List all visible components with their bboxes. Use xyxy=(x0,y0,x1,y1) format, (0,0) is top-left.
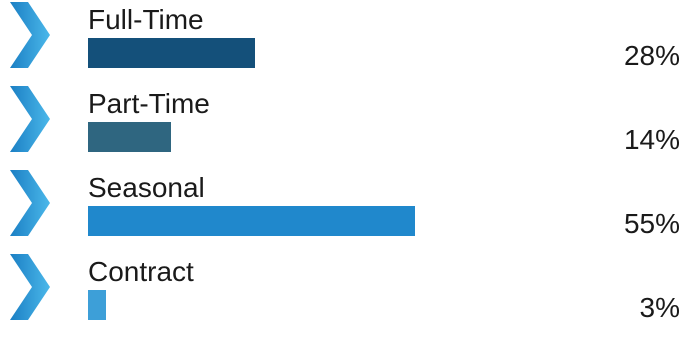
value-label: 3% xyxy=(639,292,680,323)
value-label: 55% xyxy=(623,208,680,239)
category-label: Seasonal xyxy=(88,172,205,203)
bar-part-time xyxy=(88,122,171,152)
chevron-right-icon xyxy=(10,170,50,236)
value-label: 28% xyxy=(623,40,680,71)
chevron-right-icon xyxy=(10,86,50,152)
bar-seasonal xyxy=(88,206,415,236)
category-label: Contract xyxy=(88,256,194,287)
value-label: 14% xyxy=(623,124,680,155)
bar-full-time xyxy=(88,38,255,68)
category-label: Part-Time xyxy=(88,88,210,119)
bar-row: Seasonal 55% xyxy=(0,170,684,253)
bar-row: Contract 3% xyxy=(0,254,684,337)
bar-row: Part-Time 14% xyxy=(0,86,684,169)
chevron-right-icon xyxy=(10,2,50,68)
bar-row: Full-Time 28% xyxy=(0,2,684,85)
category-label: Full-Time xyxy=(88,4,204,35)
bar-contract xyxy=(88,290,106,320)
chevron-right-icon xyxy=(10,254,50,320)
